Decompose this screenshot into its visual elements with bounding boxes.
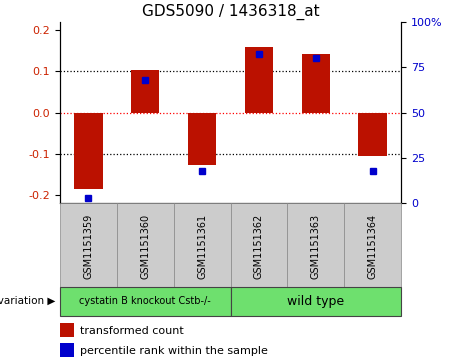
Text: GSM1151360: GSM1151360 (140, 214, 150, 280)
Bar (60, 323, 74, 338)
Bar (60, 287, 230, 316)
Text: wild type: wild type (287, 295, 344, 308)
Bar (230, 287, 401, 316)
Bar (74, 113, 102, 189)
Title: GDS5090 / 1436318_at: GDS5090 / 1436318_at (142, 4, 319, 20)
Bar (117, 203, 174, 290)
Bar (287, 203, 344, 290)
Text: GSM1151362: GSM1151362 (254, 214, 264, 280)
Bar (131, 70, 160, 113)
Text: percentile rank within the sample: percentile rank within the sample (80, 346, 268, 356)
Text: GSM1151363: GSM1151363 (311, 214, 321, 280)
Bar (344, 203, 401, 290)
Text: GSM1151364: GSM1151364 (367, 214, 378, 280)
Bar (188, 113, 216, 165)
Bar (301, 54, 330, 113)
Text: cystatin B knockout Cstb-/-: cystatin B knockout Cstb-/- (79, 296, 211, 306)
Bar (60, 343, 74, 357)
Text: genotype/variation ▶: genotype/variation ▶ (0, 296, 55, 306)
Text: transformed count: transformed count (80, 326, 184, 336)
Bar (358, 113, 387, 156)
Text: GSM1151359: GSM1151359 (83, 214, 94, 280)
Bar (230, 203, 287, 290)
Bar (60, 203, 117, 290)
Text: GSM1151361: GSM1151361 (197, 214, 207, 280)
Bar (245, 47, 273, 113)
Bar (174, 203, 230, 290)
